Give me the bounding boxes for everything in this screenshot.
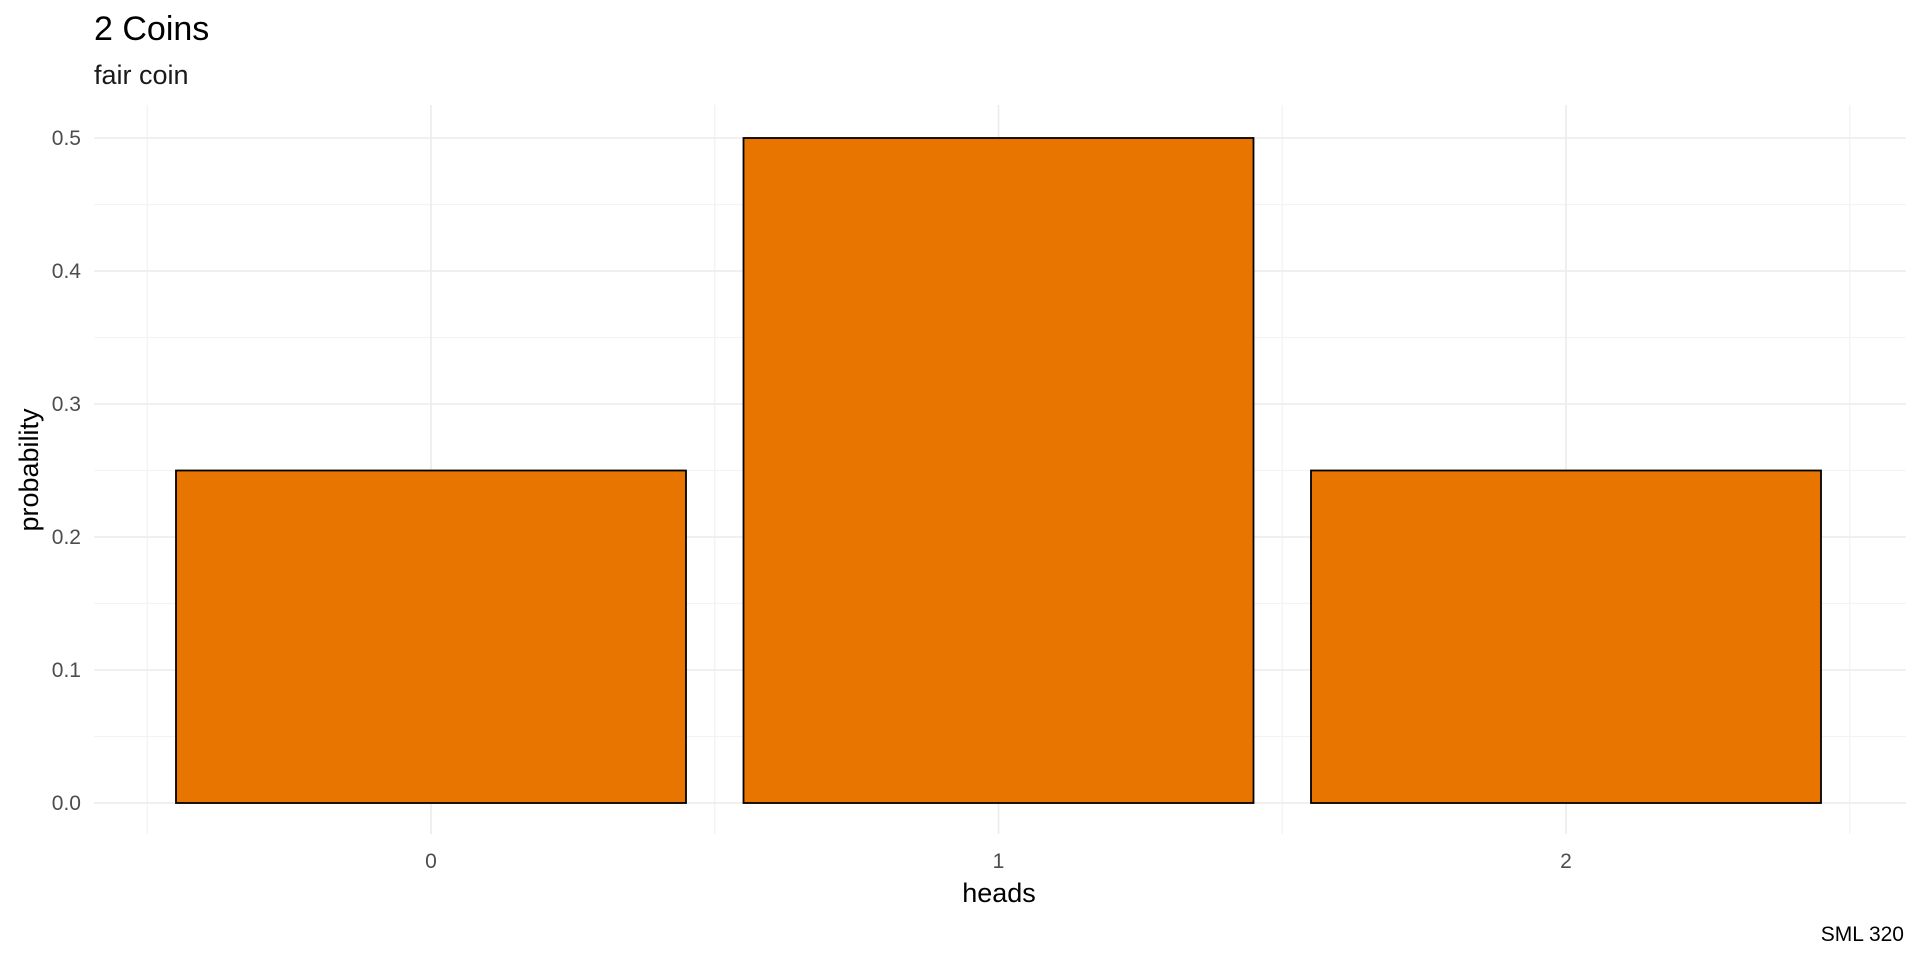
bar-heads-1 — [742, 137, 1255, 804]
bar-heads-2 — [1310, 469, 1822, 804]
y-axis-ticks: 0.0 0.1 0.2 0.3 0.4 0.5 — [52, 127, 82, 815]
x-tick-label: 1 — [993, 850, 1005, 873]
chart-title: 2 Coins — [94, 10, 209, 48]
y-tick-label: 0.1 — [52, 659, 81, 682]
y-axis-title: probability — [14, 408, 44, 532]
y-tick-label: 0.3 — [52, 393, 81, 416]
y-tick-label: 0.4 — [52, 260, 82, 283]
y-tick-label: 0.2 — [52, 526, 81, 549]
chart-caption: SML 320 — [1821, 923, 1904, 946]
x-tick-label: 0 — [425, 850, 437, 873]
x-tick-label: 2 — [1560, 850, 1572, 873]
x-axis-title: heads — [962, 878, 1036, 908]
bars — [175, 137, 1822, 804]
x-axis-ticks: 0 1 2 — [425, 850, 1572, 873]
y-tick-label: 0.5 — [52, 127, 81, 150]
y-tick-label: 0.0 — [52, 792, 81, 815]
chart-subtitle: fair coin — [94, 60, 189, 90]
bar-heads-0 — [175, 469, 687, 804]
